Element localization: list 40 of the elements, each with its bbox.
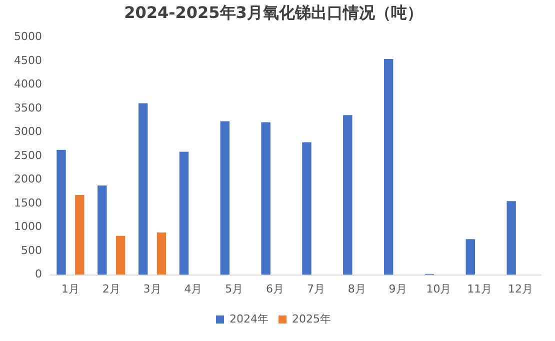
bar xyxy=(179,152,189,275)
y-tick-label: 500 xyxy=(20,244,42,257)
x-tick-label: 10月 xyxy=(426,282,452,296)
y-tick-label: 3000 xyxy=(14,125,42,138)
bar xyxy=(138,103,148,275)
bar xyxy=(156,232,166,275)
x-tick-label: 12月 xyxy=(508,282,534,296)
legend-label: 2024年 xyxy=(230,312,269,326)
bar xyxy=(384,59,394,275)
y-tick-label: 2000 xyxy=(14,172,42,186)
bar xyxy=(56,150,66,275)
y-tick-label: 1500 xyxy=(14,196,42,210)
y-tick-label: 5000 xyxy=(14,30,42,44)
x-tick-label: 11月 xyxy=(467,282,492,296)
y-tick-label: 2500 xyxy=(14,148,42,162)
x-tick-label: 7月 xyxy=(306,282,325,296)
bar xyxy=(466,239,476,275)
bar xyxy=(343,115,352,275)
y-tick-label: 1000 xyxy=(14,220,42,234)
x-tick-label: 8月 xyxy=(348,282,366,296)
x-tick-label: 3月 xyxy=(143,282,162,296)
x-tick-label: 4月 xyxy=(184,282,202,296)
legend-label: 2025年 xyxy=(292,312,331,326)
y-tick-label: 0 xyxy=(34,268,42,281)
x-tick-label: 2月 xyxy=(102,282,120,296)
x-tick-label: 1月 xyxy=(61,282,80,296)
bar xyxy=(116,236,126,275)
x-tick-label: 9月 xyxy=(388,282,407,296)
y-tick-label: 4500 xyxy=(14,54,42,67)
bar xyxy=(506,201,516,275)
chart-title: 2024-2025年3月氧化锑出口情况（吨） xyxy=(124,2,423,22)
y-tick-label: 3500 xyxy=(14,101,42,114)
x-tick-label: 6月 xyxy=(266,282,284,296)
bar xyxy=(220,121,230,275)
bar xyxy=(98,185,107,275)
y-tick-label: 4000 xyxy=(14,78,42,91)
x-tick-label: 5月 xyxy=(225,282,244,296)
bar xyxy=(261,122,270,275)
bar xyxy=(75,194,84,275)
bar xyxy=(302,142,312,275)
